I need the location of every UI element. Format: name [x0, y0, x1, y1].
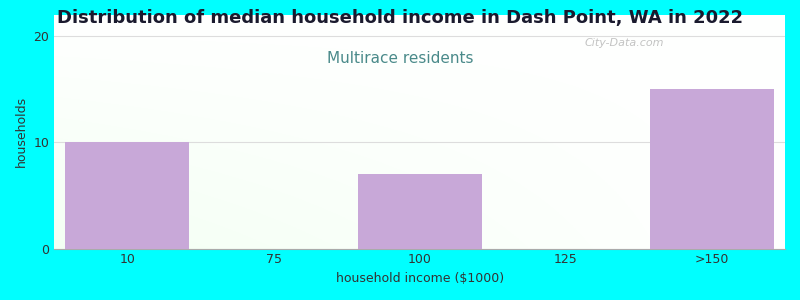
Y-axis label: households: households [15, 96, 28, 167]
Text: Distribution of median household income in Dash Point, WA in 2022: Distribution of median household income … [57, 9, 743, 27]
Bar [66, 142, 190, 249]
Bar [358, 174, 482, 249]
Text: City-Data.com: City-Data.com [585, 38, 664, 48]
X-axis label: household income ($1000): household income ($1000) [335, 272, 504, 285]
Text: Multirace residents: Multirace residents [326, 51, 474, 66]
Bar [650, 89, 774, 249]
